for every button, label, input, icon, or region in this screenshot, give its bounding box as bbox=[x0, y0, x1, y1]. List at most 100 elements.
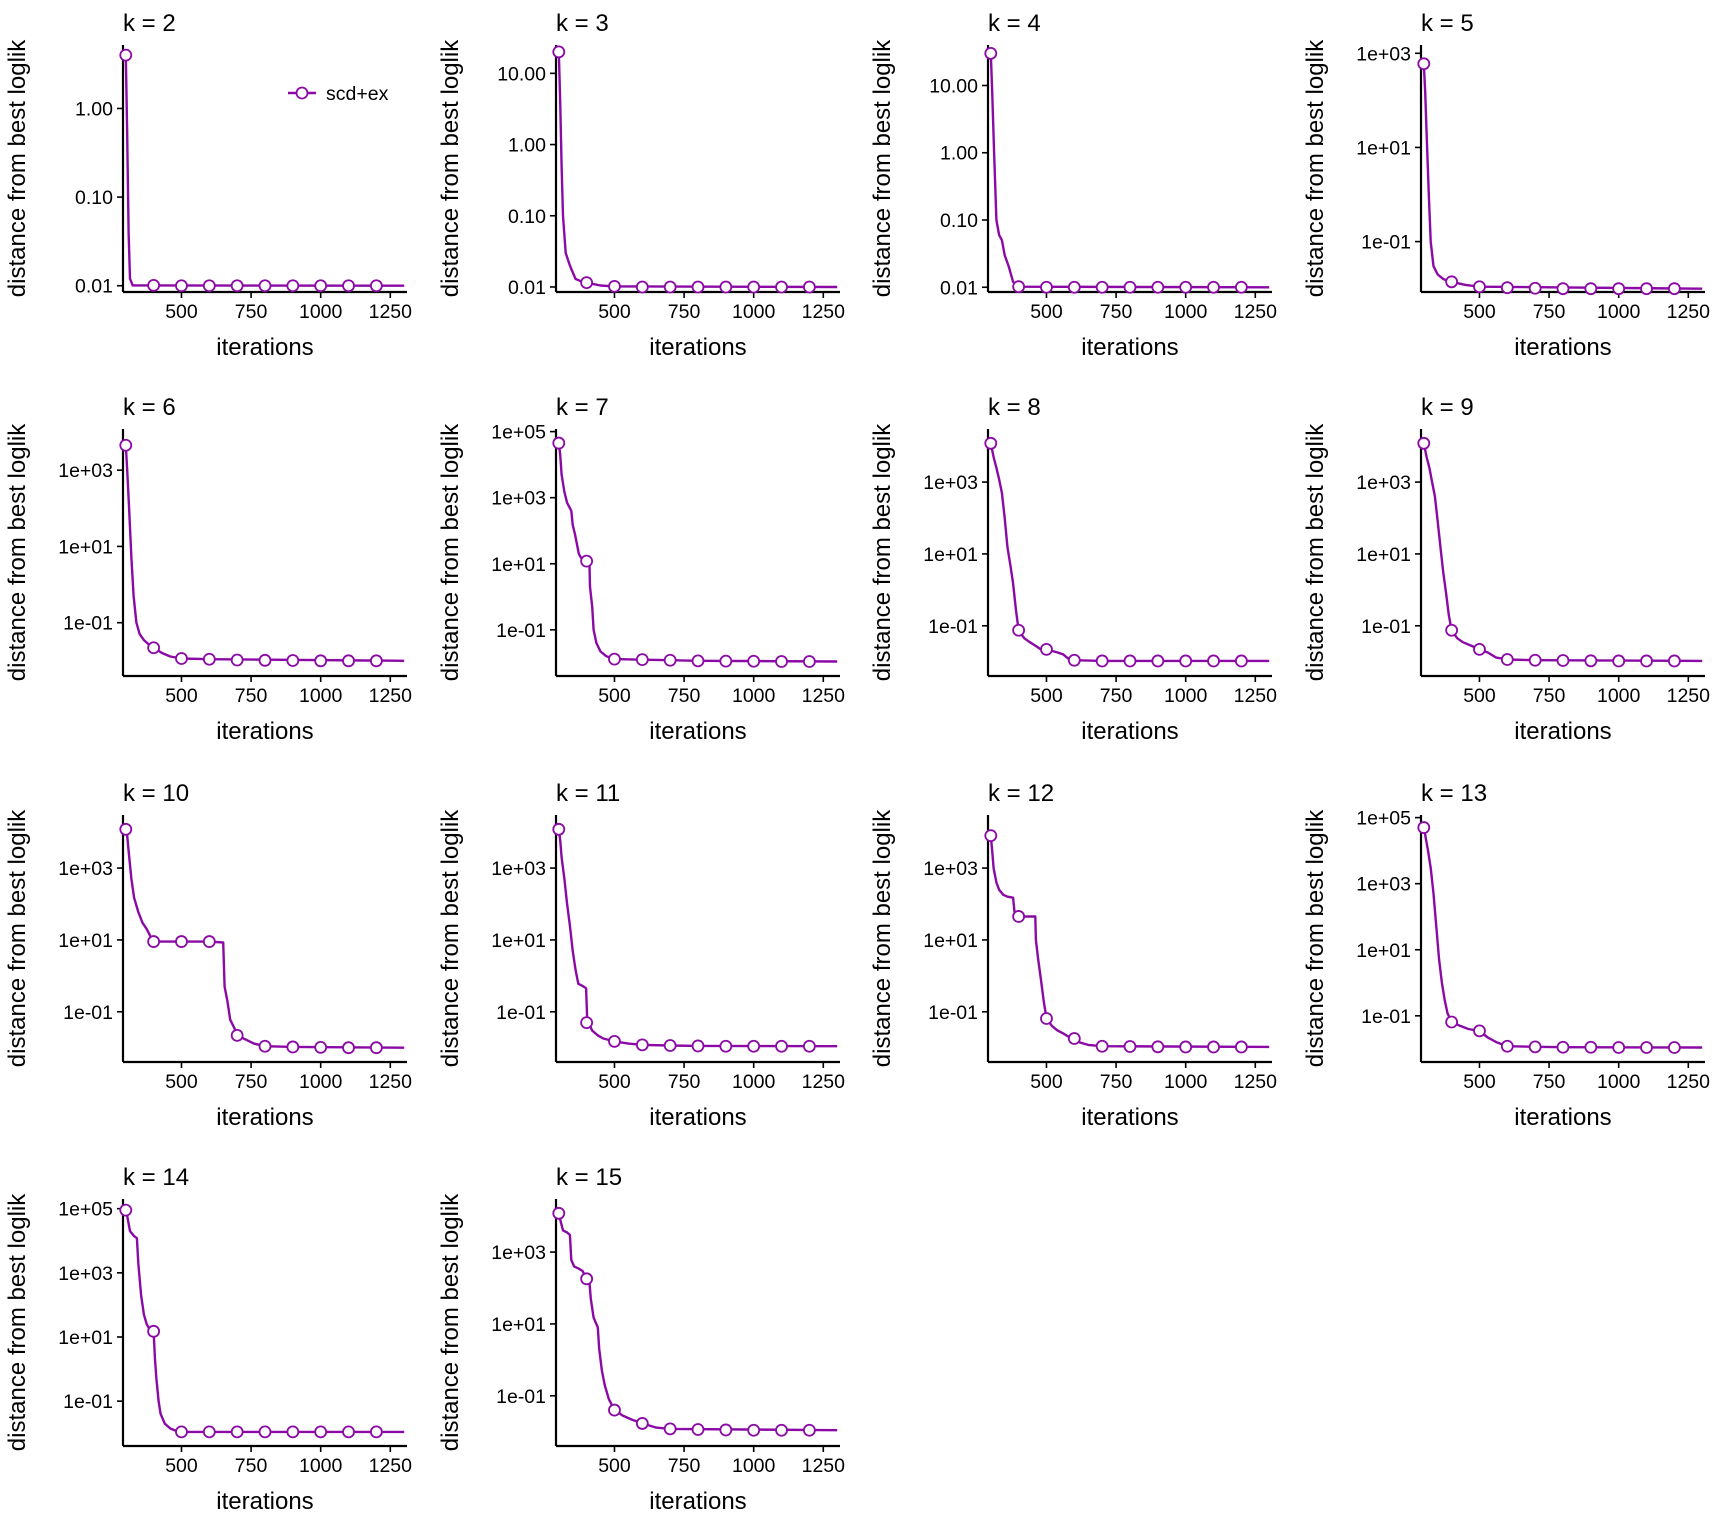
data-point-marker bbox=[258, 653, 272, 667]
x-tick-label: 1250 bbox=[1667, 685, 1711, 707]
data-point-marker bbox=[1207, 280, 1220, 294]
data-point-marker bbox=[1612, 654, 1626, 668]
series-line bbox=[1422, 827, 1703, 1049]
data-point-marker bbox=[1667, 282, 1681, 296]
x-tick-label: 1000 bbox=[299, 685, 343, 707]
x-tick-label: 1250 bbox=[1234, 301, 1278, 323]
data-point-marker bbox=[369, 279, 383, 293]
x-tick-label: 500 bbox=[1030, 685, 1063, 707]
series-line bbox=[989, 443, 1270, 663]
facet-panel: k = 2 500 750 1000 1250 0.01 0.10 1.00 iteration… bbox=[4, 10, 412, 361]
x-tick-label: 750 bbox=[1100, 301, 1133, 323]
data-point-marker bbox=[1417, 821, 1431, 834]
facet-panel: k = 10 500 750 1000 1250 1e-01 1e+01 1e+03 itera… bbox=[4, 780, 412, 1131]
data-point-marker bbox=[1151, 280, 1165, 294]
y-tick-label: 0.10 bbox=[940, 210, 978, 232]
data-point-marker bbox=[202, 935, 216, 948]
y-tick-label: 1e-01 bbox=[63, 1002, 113, 1024]
data-point-marker bbox=[1556, 654, 1570, 667]
x-axis-title: iterations bbox=[1081, 1104, 1178, 1131]
x-tick-label: 1250 bbox=[802, 301, 846, 323]
data-point-marker bbox=[1095, 280, 1109, 294]
y-tick-label: 1e+03 bbox=[923, 858, 978, 880]
data-point-marker bbox=[1207, 654, 1220, 668]
data-point-marker bbox=[119, 438, 133, 452]
data-point-marker bbox=[119, 822, 133, 836]
data-point-marker bbox=[635, 1038, 649, 1052]
data-point-marker bbox=[663, 653, 677, 667]
data-point-marker bbox=[342, 1425, 355, 1439]
y-tick-label: 1e+01 bbox=[1356, 544, 1411, 566]
data-point-marker bbox=[608, 1034, 621, 1048]
facet-panel: k = 13 500 750 1000 1250 1e-01 1e+01 1e+03 1e+05… bbox=[1302, 780, 1710, 1131]
data-point-marker bbox=[580, 1016, 594, 1029]
data-point-marker bbox=[286, 1425, 300, 1439]
data-point-marker bbox=[608, 1403, 621, 1417]
x-tick-label: 500 bbox=[1030, 301, 1063, 323]
data-point-marker bbox=[1584, 654, 1598, 668]
data-point-marker bbox=[1473, 280, 1486, 294]
data-point-marker bbox=[1040, 1012, 1053, 1025]
data-point-marker bbox=[719, 654, 733, 668]
y-axis-title: distance from best loglik bbox=[869, 423, 896, 681]
y-tick-label: 1e-01 bbox=[63, 613, 113, 635]
data-point-marker bbox=[1667, 1041, 1681, 1054]
data-point-marker bbox=[342, 279, 355, 293]
data-point-marker bbox=[691, 280, 705, 294]
data-point-marker bbox=[1640, 1041, 1653, 1054]
y-tick-label: 1e-01 bbox=[496, 1002, 546, 1024]
data-point-marker bbox=[663, 280, 677, 294]
x-axis-title: iterations bbox=[1514, 718, 1611, 745]
data-point-marker bbox=[1067, 1032, 1081, 1045]
data-point-marker bbox=[230, 1425, 244, 1439]
data-point-marker bbox=[1473, 643, 1486, 656]
x-tick-label: 1000 bbox=[732, 1071, 776, 1093]
x-tick-label: 750 bbox=[668, 301, 701, 323]
data-point-marker bbox=[1417, 57, 1431, 71]
data-point-marker bbox=[147, 935, 161, 948]
x-tick-label: 500 bbox=[165, 1455, 198, 1477]
data-point-marker bbox=[147, 278, 161, 292]
data-point-marker bbox=[1207, 1040, 1220, 1054]
x-tick-label: 500 bbox=[598, 301, 631, 323]
data-point-marker bbox=[1445, 1015, 1459, 1029]
data-point-marker bbox=[1417, 436, 1431, 450]
facet-panel: k = 6 500 750 1000 1250 1e-01 1e+01 1e+03 iterat… bbox=[4, 394, 412, 745]
data-point-marker bbox=[1500, 653, 1514, 666]
x-axis-title: iterations bbox=[649, 718, 746, 745]
data-point-marker bbox=[175, 1425, 188, 1439]
data-point-marker bbox=[175, 652, 188, 665]
data-point-marker bbox=[1151, 654, 1165, 668]
y-axis-title: distance from best loglik bbox=[1302, 423, 1329, 681]
x-tick-label: 1250 bbox=[1234, 685, 1278, 707]
data-point-marker bbox=[1095, 1039, 1109, 1053]
x-tick-label: 1000 bbox=[1597, 301, 1641, 323]
x-tick-label: 500 bbox=[165, 301, 198, 323]
facet-panel: k = 5 500 750 1000 1250 1e-01 1e+01 1e+03 iterat… bbox=[1302, 10, 1710, 361]
data-point-marker bbox=[258, 279, 272, 293]
y-axis-title: distance from best loglik bbox=[4, 39, 31, 297]
y-tick-label: 1e-01 bbox=[63, 1391, 113, 1413]
data-point-marker bbox=[369, 1425, 383, 1439]
data-point-marker bbox=[775, 1423, 788, 1437]
x-axis-title: iterations bbox=[1081, 334, 1178, 361]
data-point-marker bbox=[775, 655, 788, 668]
data-point-marker bbox=[1584, 282, 1598, 296]
series-line bbox=[124, 445, 405, 662]
y-tick-label: 1e+01 bbox=[1356, 940, 1411, 962]
y-tick-label: 1e+01 bbox=[1356, 137, 1411, 159]
x-tick-label: 1000 bbox=[732, 685, 776, 707]
y-tick-label: 1e+03 bbox=[58, 1263, 113, 1285]
data-point-marker bbox=[1123, 1040, 1137, 1053]
data-point-marker bbox=[580, 276, 594, 290]
data-point-marker bbox=[1473, 1024, 1486, 1038]
x-tick-label: 500 bbox=[598, 685, 631, 707]
series-line bbox=[557, 442, 838, 663]
x-axis-title: iterations bbox=[1514, 334, 1611, 361]
data-point-marker bbox=[119, 48, 133, 62]
y-axis-title: distance from best loglik bbox=[437, 1193, 464, 1451]
data-point-marker bbox=[635, 653, 649, 667]
data-point-marker bbox=[1012, 623, 1026, 637]
x-tick-label: 750 bbox=[235, 301, 268, 323]
